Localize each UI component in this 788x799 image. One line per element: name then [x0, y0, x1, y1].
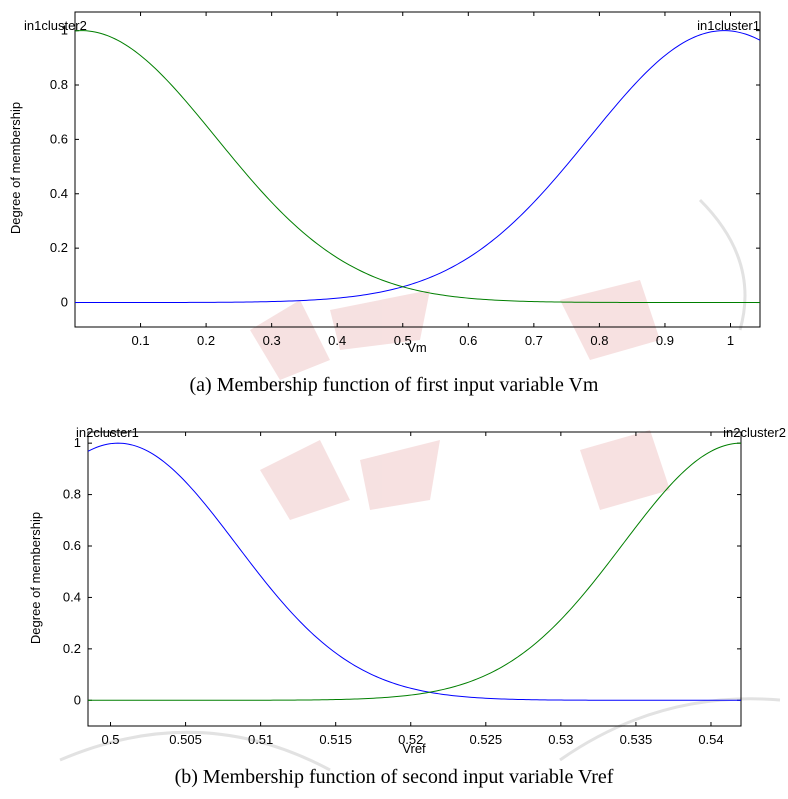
y-tick-label-b: 0.8 — [63, 487, 81, 502]
series-line-in2cluster2 — [88, 442, 742, 701]
x-tick-label-b: 0.51 — [248, 732, 273, 747]
x-tick-label-a: 0.4 — [328, 333, 346, 348]
plot-area-b — [87, 431, 742, 727]
y-tick-label-b: 1 — [74, 435, 81, 450]
chart-b: 0.5 0.505 0.51 0.515 0.52 0.525 0.53 0.535 0.54 0… — [28, 425, 786, 756]
x-tick-label-b: 0.505 — [169, 732, 202, 747]
x-tick-label-a: 0.8 — [590, 333, 608, 348]
y-axis-label-a: Degree of membership — [8, 102, 23, 234]
y-tick-label-a: 0.8 — [50, 77, 68, 92]
mf-label-a-left: in1cluster2 — [24, 18, 87, 33]
x-tick-label-b: 0.525 — [470, 732, 503, 747]
y-tick-label-a: 0 — [61, 295, 68, 310]
series-layer-a — [74, 30, 761, 304]
x-tick-label-b: 0.515 — [319, 732, 352, 747]
x-tick-label-a: 0.7 — [525, 333, 543, 348]
x-tick-label-b: 0.54 — [698, 732, 723, 747]
y-tick-label-b: 0 — [74, 692, 81, 707]
series-line-in2cluster1 — [87, 442, 741, 701]
y-tick-label-a: 0.6 — [50, 131, 68, 146]
x-tick-label-b: 0.53 — [548, 732, 573, 747]
y-tick-label-b: 0.4 — [63, 589, 81, 604]
x-tick-label-b: 0.5 — [101, 732, 119, 747]
x-tick-label-b: 0.52 — [398, 732, 423, 747]
axis-ticks-a: 0.1 0.2 0.3 0.4 0.5 0.6 0.7 0.8 0.9 1 0 0.2 0.4 0.6 0.… — [50, 12, 760, 348]
x-tick-label-b: 0.535 — [620, 732, 653, 747]
x-tick-label-a: 0.9 — [656, 333, 674, 348]
series-layer-b — [87, 442, 742, 701]
caption-b: (b) Membership function of second input … — [174, 766, 614, 788]
x-axis-label-a: Vm — [407, 340, 427, 355]
caption-a: (a) Membership function of first input v… — [189, 374, 599, 396]
series-line-in1cluster1 — [75, 30, 761, 304]
x-tick-label-a: 0.3 — [263, 333, 281, 348]
x-tick-label-a: 0.5 — [394, 333, 412, 348]
x-tick-label-a: 0.1 — [132, 333, 150, 348]
y-tick-label-a: 0.2 — [50, 240, 68, 255]
plot-area-a — [74, 11, 761, 328]
plot-frame-a — [74, 11, 761, 328]
x-tick-label-a: 0.6 — [459, 333, 477, 348]
y-tick-label-b: 0.2 — [63, 641, 81, 656]
plot-frame-b — [87, 431, 742, 727]
mf-label-b-right: in2cluster2 — [723, 425, 786, 440]
y-axis-label-b: Degree of membership — [28, 512, 43, 644]
y-tick-label-b: 0.6 — [63, 538, 81, 553]
x-tick-label-a: 1 — [727, 333, 734, 348]
mf-label-b-left: in2cluster1 — [76, 425, 139, 440]
axis-ticks-b: 0.5 0.505 0.51 0.515 0.52 0.525 0.53 0.535 0.54 0… — [63, 432, 741, 747]
x-axis-label-b: Vref — [402, 741, 426, 756]
y-tick-label-a: 0.4 — [50, 186, 68, 201]
series-line-in1cluster2 — [74, 30, 760, 304]
x-tick-label-a: 0.2 — [197, 333, 215, 348]
mf-label-a-right: in1cluster1 — [697, 18, 760, 33]
y-tick-label-a: 1 — [61, 23, 68, 38]
chart-a: 0.1 0.2 0.3 0.4 0.5 0.6 0.7 0.8 0.9 1 0 0.2 0.4 0.6 0.… — [8, 11, 761, 355]
